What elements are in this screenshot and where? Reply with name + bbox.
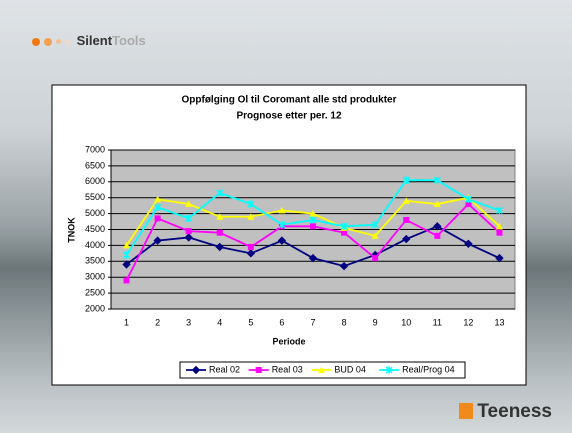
y-tick-label: 3500 bbox=[85, 256, 105, 266]
y-tick-label: 5500 bbox=[85, 192, 105, 202]
y-tick-label: 5000 bbox=[85, 208, 105, 218]
y-tick-label: 3000 bbox=[85, 272, 105, 282]
y-axis-label: TNOK bbox=[66, 217, 76, 243]
data-point bbox=[496, 230, 502, 236]
data-point bbox=[403, 217, 409, 223]
chart-title: Oppfølging Ol til Coromant alle std prod… bbox=[182, 95, 397, 106]
x-tick-label: 5 bbox=[248, 317, 253, 327]
x-tick-label: 11 bbox=[433, 317, 442, 327]
x-tick-label: 10 bbox=[401, 317, 411, 327]
data-point bbox=[248, 244, 254, 250]
legend-label: Real 03 bbox=[272, 364, 303, 374]
x-tick-label: 7 bbox=[310, 317, 315, 327]
legend-label: Real/Prog 04 bbox=[402, 364, 455, 374]
y-tick-label: 7000 bbox=[85, 144, 105, 154]
data-point bbox=[155, 215, 161, 221]
data-point bbox=[310, 223, 316, 229]
y-tick-label: 4500 bbox=[85, 224, 105, 234]
x-tick-label: 8 bbox=[342, 317, 347, 327]
x-tick-label: 4 bbox=[217, 317, 222, 327]
chart-subtitle: Prognose etter per. 12 bbox=[236, 111, 341, 122]
y-tick-label: 2000 bbox=[85, 303, 105, 313]
y-tick-label: 4000 bbox=[85, 240, 105, 250]
x-tick-label: 1 bbox=[124, 317, 129, 327]
x-tick-label: 3 bbox=[186, 317, 191, 327]
data-point bbox=[217, 230, 223, 236]
x-axis-label: Periode bbox=[272, 336, 305, 346]
chart: Oppfølging Ol til Coromant alle std prod… bbox=[0, 0, 572, 433]
data-point bbox=[434, 233, 440, 239]
legend-label: BUD 04 bbox=[334, 364, 366, 374]
x-tick-label: 12 bbox=[463, 317, 473, 327]
y-tick-label: 6000 bbox=[85, 176, 105, 186]
y-tick-label: 6500 bbox=[85, 160, 105, 170]
legend-label: Real 02 bbox=[209, 364, 240, 374]
data-point bbox=[124, 277, 130, 283]
x-tick-label: 2 bbox=[155, 317, 160, 327]
legend-marker bbox=[256, 367, 262, 373]
data-point bbox=[372, 255, 378, 261]
x-tick-label: 9 bbox=[373, 317, 378, 327]
x-tick-label: 6 bbox=[279, 317, 284, 327]
y-tick-label: 2500 bbox=[85, 287, 105, 297]
slide: SilentTools Teeness Oppfølging Ol til Co… bbox=[0, 0, 572, 433]
x-tick-label: 13 bbox=[494, 317, 504, 327]
data-point bbox=[186, 228, 192, 234]
